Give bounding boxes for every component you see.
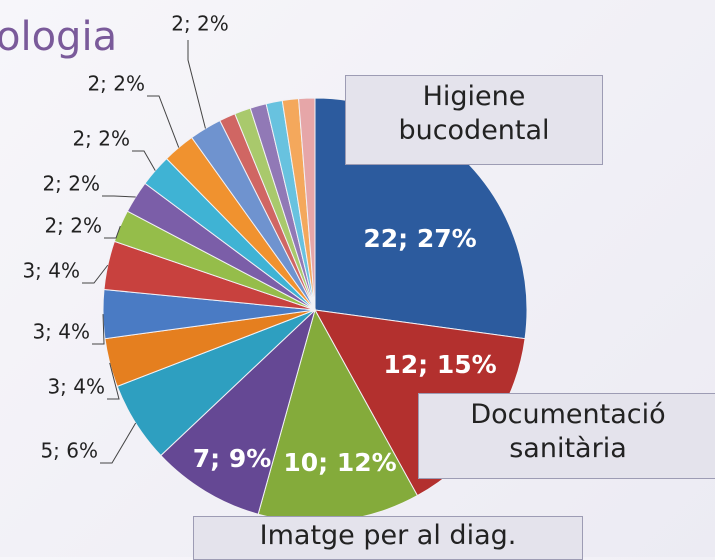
chart-title: ologia xyxy=(0,14,118,60)
data-label: 22; 27% xyxy=(363,224,476,253)
leader-line xyxy=(107,362,120,400)
leader-line xyxy=(82,264,109,284)
data-label: 2; 2% xyxy=(87,72,145,96)
category-label: Higiene bucodental xyxy=(345,75,603,165)
pie-slice xyxy=(160,308,316,515)
data-label: 10; 12% xyxy=(283,448,396,477)
leader-line xyxy=(132,150,156,171)
category-label: Documentació sanitària xyxy=(418,393,715,479)
leader-line xyxy=(147,95,180,148)
data-label: 3; 4% xyxy=(32,320,90,344)
data-label: 2; 2% xyxy=(42,172,100,196)
data-label: 3; 4% xyxy=(47,375,105,399)
category-label: Imatge per al diag. xyxy=(193,516,583,560)
data-label: 2; 2% xyxy=(171,12,229,36)
data-label: 3; 4% xyxy=(22,259,80,283)
leader-line xyxy=(92,314,105,345)
data-label: 2; 2% xyxy=(44,214,102,238)
leader-line xyxy=(100,422,137,464)
data-label: 2; 2% xyxy=(72,127,130,151)
data-label: 12; 15% xyxy=(383,350,496,379)
pie-slice xyxy=(298,97,316,311)
leader-line xyxy=(104,225,121,239)
data-label: 5; 6% xyxy=(40,439,98,463)
leader-line xyxy=(102,195,136,198)
leader-line xyxy=(187,40,206,129)
data-label: 7; 9% xyxy=(193,444,272,473)
